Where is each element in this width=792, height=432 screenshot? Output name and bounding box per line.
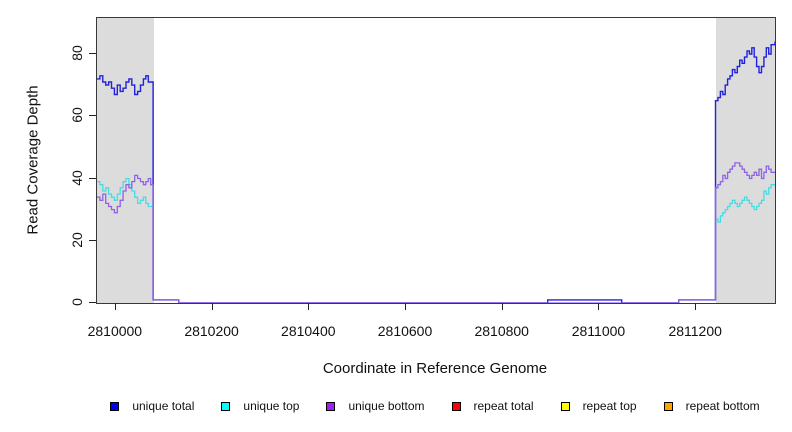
series-line-unique-total — [97, 41, 775, 303]
legend-label: unique top — [243, 399, 300, 413]
y-axis-tick — [89, 53, 96, 54]
x-axis-tick — [211, 303, 213, 310]
legend-item-repeat-top: repeat top — [560, 399, 637, 413]
legend-label: repeat top — [582, 399, 637, 413]
y-axis-tick-label: 0 — [69, 298, 85, 306]
y-axis-tick — [89, 302, 96, 303]
legend-item-repeat-total: repeat total — [451, 399, 534, 413]
legend-swatch-icon — [560, 401, 570, 411]
plot-area — [96, 17, 776, 304]
legend-swatch-icon — [663, 401, 673, 411]
y-axis-tick-label: 80 — [69, 45, 85, 61]
legend: unique total unique top unique bottom repea… — [96, 398, 774, 414]
x-axis-tick-label: 2810200 — [184, 323, 239, 339]
legend-label: unique bottom — [348, 399, 425, 413]
x-axis-title: Coordinate in Reference Genome — [322, 360, 548, 377]
y-axis-tick-label: 20 — [69, 231, 85, 248]
x-axis-tick-label: 2810600 — [377, 323, 433, 339]
legend-swatch-icon — [451, 401, 461, 411]
x-axis-tick-label: 2810800 — [474, 323, 529, 339]
legend-label: repeat bottom — [685, 399, 760, 413]
y-axis-tick-label: 40 — [69, 169, 85, 186]
shaded-region — [715, 18, 775, 303]
x-axis-tick-label: 2811000 — [571, 323, 626, 339]
legend-swatch-icon — [326, 401, 336, 411]
x-axis-tick — [695, 303, 697, 310]
legend-swatch-icon — [221, 401, 231, 411]
y-axis-tick — [89, 177, 96, 179]
y-axis-title: Read Coverage Depth — [24, 85, 42, 235]
x-axis-tick — [405, 303, 407, 310]
legend-item-unique-top: unique top — [221, 399, 299, 413]
y-axis-tick — [89, 239, 96, 241]
x-axis-tick — [308, 303, 310, 310]
shaded-region — [97, 18, 154, 303]
legend-item-unique-bottom: unique bottom — [326, 399, 425, 413]
x-axis-tick — [114, 303, 116, 310]
legend-label: unique total — [132, 399, 195, 413]
x-axis-tick-label: 2810000 — [87, 323, 143, 339]
x-axis-tick — [598, 303, 600, 310]
y-axis-tick-label: 60 — [69, 107, 85, 124]
y-axis-tick — [89, 115, 96, 117]
legend-swatch-icon — [110, 401, 120, 411]
series-line-unique-top — [715, 184, 775, 223]
legend-item-repeat-bottom: repeat bottom — [663, 399, 760, 413]
legend-item-unique-total: unique total — [110, 399, 194, 413]
series-line-unique-bottom — [97, 162, 775, 303]
x-axis-tick-label: 2811200 — [668, 323, 722, 339]
series-line-unique-top — [97, 177, 154, 208]
legend-label: repeat total — [473, 399, 534, 413]
x-axis-tick-label: 2810400 — [281, 323, 336, 339]
coverage-lines-canvas — [97, 41, 775, 303]
x-axis-tick — [501, 303, 503, 310]
